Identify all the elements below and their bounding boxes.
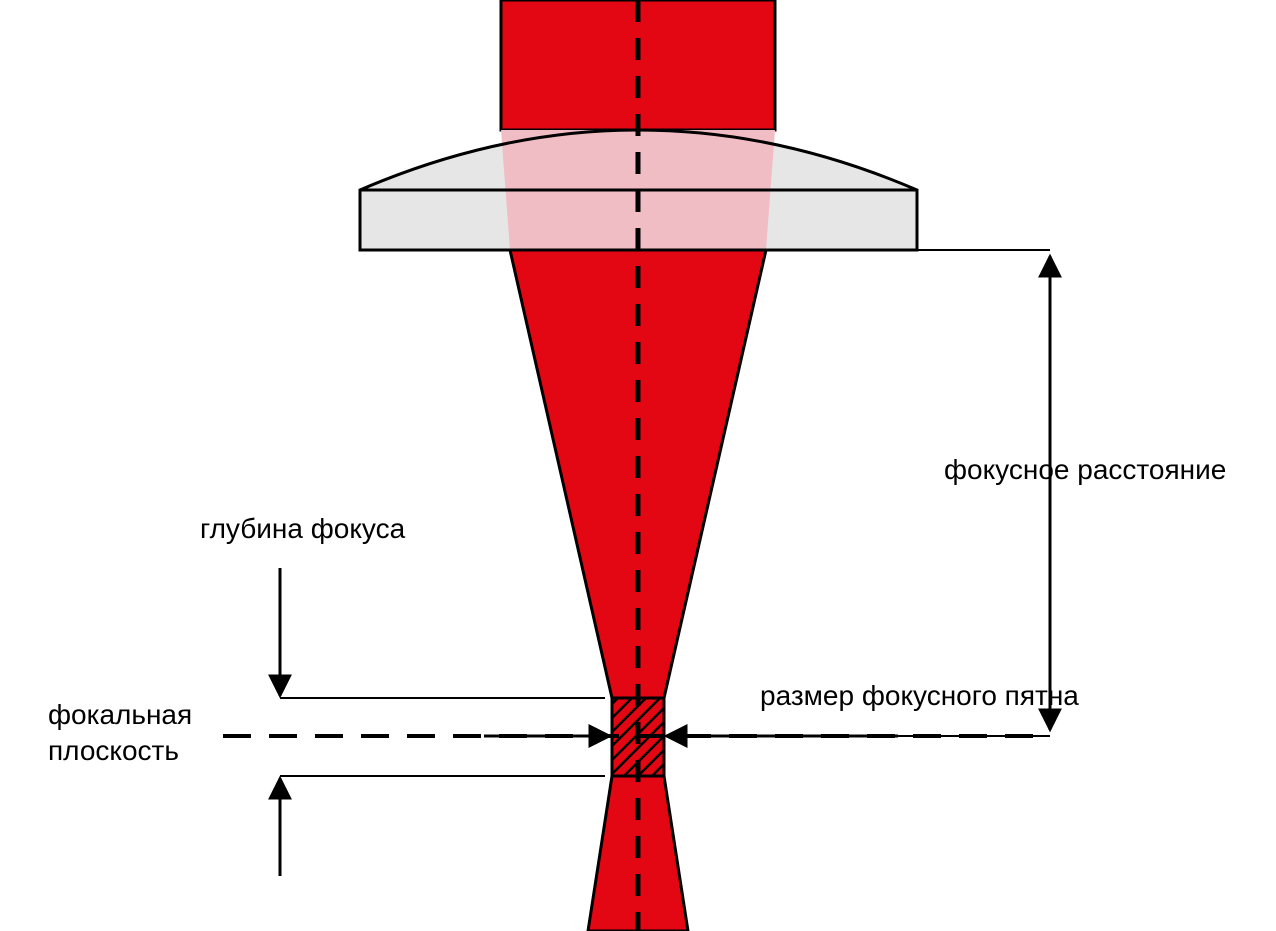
focal-plane-label-l2: плоскость bbox=[48, 735, 179, 766]
focal-length-label: фокусное расстояние bbox=[944, 454, 1226, 485]
laser-focus-diagram: фокусное расстояние глубина фокуса фокальн… bbox=[0, 0, 1276, 931]
spot-size-label: размер фокусного пятна bbox=[760, 680, 1079, 711]
depth-of-focus-label: глубина фокуса bbox=[200, 513, 406, 544]
focal-plane-label-l1: фокальная bbox=[48, 699, 192, 730]
